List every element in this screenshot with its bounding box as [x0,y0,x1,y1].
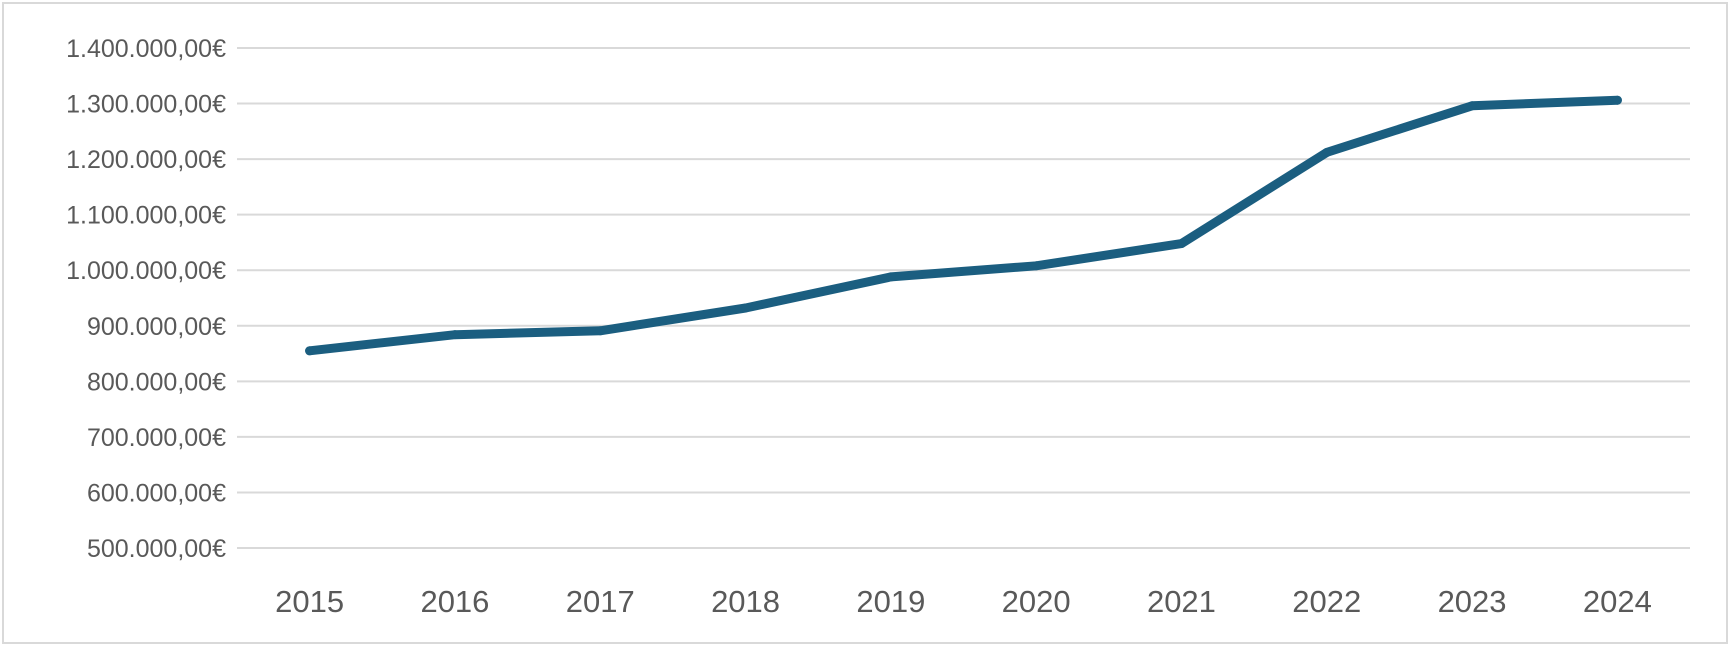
y-tick-label: 900.000,00€ [87,313,226,341]
series-layer [305,95,1622,356]
data-point [1322,147,1332,157]
data-point [741,303,751,313]
y-tick-label: 1.100.000,00€ [66,202,226,230]
y-tick-label: 1.000.000,00€ [66,257,226,285]
x-tick-label: 2017 [566,584,635,619]
y-tick-label: 1.400.000,00€ [66,35,226,63]
data-point [1176,239,1186,249]
data-point [1467,101,1477,111]
data-point [450,330,460,340]
y-axis-ticks: 500.000,00€ 600.000,00€ 700.000,00€ 800.000… [66,35,226,563]
data-point [1031,261,1041,271]
x-tick-label: 2018 [711,584,780,619]
gridlines [237,47,1690,549]
x-tick-label: 2016 [420,584,489,619]
x-tick-label: 2019 [856,584,925,619]
x-tick-label: 2024 [1583,584,1652,619]
data-point [886,272,896,282]
data-point [595,326,605,336]
x-tick-label: 2020 [1002,584,1071,619]
x-axis-ticks: 2015 2016 2017 2018 2019 2020 2021 2022 2023 2024 [275,584,1652,619]
y-tick-label: 1.300.000,00€ [66,91,226,119]
y-tick-label: 600.000,00€ [87,479,226,507]
y-tick-label: 500.000,00€ [87,535,226,563]
x-tick-label: 2021 [1147,584,1216,619]
x-tick-label: 2022 [1292,584,1361,619]
y-tick-label: 1.200.000,00€ [66,146,226,174]
data-point [305,346,315,356]
data-point [1612,95,1622,105]
y-tick-label: 700.000,00€ [87,424,226,452]
y-tick-label: 800.000,00€ [87,368,226,396]
series-line [305,95,1622,356]
x-tick-label: 2015 [275,584,344,619]
x-tick-label: 2023 [1438,584,1507,619]
